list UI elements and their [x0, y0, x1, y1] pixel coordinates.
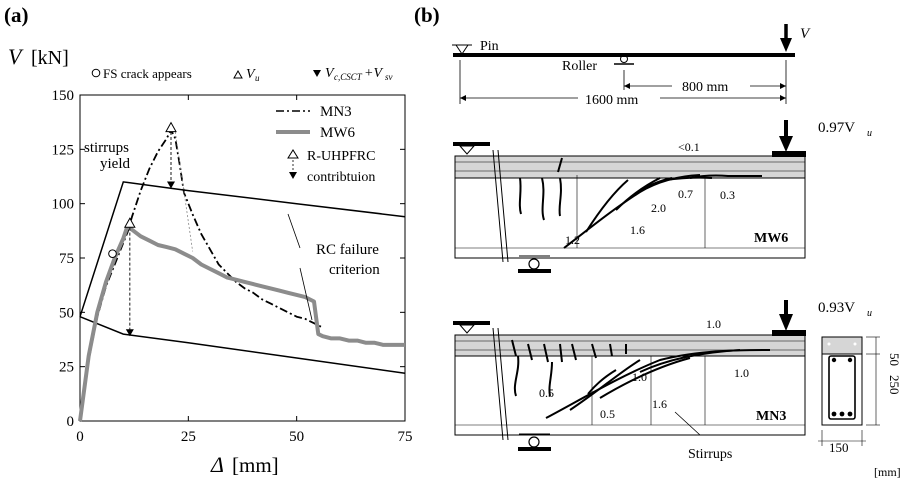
mw6-crack-label-6: 1.2	[565, 233, 580, 247]
mn3-beam-name: MN3	[756, 409, 786, 424]
y-tick-label: 150	[52, 88, 75, 104]
mn3-crack-label-3: 1.0	[734, 366, 749, 380]
mw6-cut-mark	[492, 149, 509, 263]
fs-crack-legend-marker	[91, 68, 101, 78]
mw6-load-sub: u	[867, 128, 872, 139]
uhpfrc-legend-tri-up	[287, 149, 299, 159]
mw6-roller-icon	[528, 258, 540, 270]
mw6-crack-label-5: 1.6	[630, 223, 645, 237]
mw6-cracks	[518, 157, 762, 249]
load-v-label: V	[800, 26, 811, 42]
y-tick-label: 50	[59, 305, 74, 321]
stirrups-yield-label-1: stirrups	[84, 140, 129, 156]
mw6-crack-label-4: 2.0	[651, 201, 666, 215]
y-tick-label: 0	[67, 414, 75, 430]
y-tick-label: 125	[52, 142, 75, 158]
vcsct-marker	[167, 181, 175, 189]
panel-a-label: (a)	[4, 3, 29, 27]
mw6-pin-icon	[458, 145, 476, 155]
mw6-crack-label-2: 0.7	[678, 187, 693, 201]
mn3-legend-label: MN3	[320, 104, 352, 120]
vu-marker	[123, 217, 136, 228]
link-dotted	[174, 131, 194, 252]
beam-schematic: Pin Roller V 800 mm 1600 mm	[452, 24, 811, 108]
series-mw6	[78, 223, 405, 422]
mw6-crack-label-3: 0.3	[720, 188, 735, 202]
rc-failure-leader-lower	[299, 267, 313, 321]
mn3-load-label: 0.93V	[818, 300, 855, 316]
mw6-beam-name: MW6	[754, 231, 788, 246]
vcsct-legend-label: V	[325, 66, 335, 81]
stirrups-yield-label-2: yield	[100, 156, 130, 172]
y-tick-label: 100	[52, 197, 75, 213]
series-mn3	[79, 128, 324, 422]
uhpfrc-legend-label-1: R-UHPFRC	[307, 149, 375, 164]
x-tick-label: 25	[181, 429, 196, 445]
mw6-legend-label: MW6	[320, 125, 355, 141]
mn3-crack-label-5: 1.6	[652, 397, 667, 411]
unit-label: [mm]	[874, 465, 901, 479]
vsv-legend-sub: sv	[385, 72, 393, 82]
vu-legend-sub: u	[255, 73, 260, 83]
dim-50-label: 50	[887, 353, 902, 366]
mn3-crack-label-2: 1.0	[632, 370, 647, 384]
y-axis-title-unit: [kN]	[31, 47, 69, 69]
mn3-load-sub: u	[867, 308, 872, 319]
dim-1600-label: 1600 mm	[585, 93, 638, 108]
roller-support-icon	[620, 55, 628, 63]
vcsct-legend-marker	[313, 70, 321, 77]
x-tick-label: 0	[76, 429, 84, 445]
panel-b-label: (b)	[414, 3, 440, 27]
uhpfrc-legend-tri-down	[289, 172, 297, 179]
mn3-cracks	[511, 339, 771, 419]
stirrups-label: Stirrups	[688, 447, 732, 462]
dim-150-label: 150	[829, 440, 849, 455]
vu-marker	[165, 121, 177, 133]
dim-250-label: 250	[887, 375, 902, 395]
vcsct-marker	[125, 329, 134, 337]
x-axis-title-unit: [mm]	[232, 453, 279, 477]
mn3-crack-label-4: 0.5	[539, 386, 554, 400]
mw6-beam: 0.97V u <0.1 0.7 0.3 2.0 1.6 1.2 MW6	[453, 120, 872, 273]
cross-section: 50 250 150	[818, 336, 902, 455]
rc-failure-curve	[79, 316, 406, 374]
fs-crack-legend-label: FS crack appears	[103, 66, 192, 81]
pin-support-icon	[455, 44, 469, 55]
pin-label: Pin	[480, 39, 499, 54]
mn3-crack-label-6: 0.5	[600, 407, 615, 421]
mw6-crack-label-1: <0.1	[678, 140, 700, 154]
rc-failure-leader-upper	[287, 213, 301, 249]
vu-legend-label: V	[246, 67, 256, 82]
stirrups-yield-curve	[79, 181, 406, 317]
x-tick-label: 75	[398, 429, 413, 445]
stirrup-outline	[828, 355, 856, 420]
axis-ticks: 0 25 50 75 100 125 150 0 25 50 75	[52, 88, 413, 445]
y-tick-label: 75	[59, 251, 74, 267]
vcsct-legend-sub: c,CSCT	[334, 72, 363, 82]
mn3-crack-label-1: 1.0	[706, 317, 721, 331]
mn3-beam: 0.93V u 1.0 1.0 1.0 0.5 1.6 0.5 MN3 Stir…	[453, 300, 872, 462]
x-axis-title-symbol: Δ	[210, 452, 224, 477]
rc-failure-label-2: criterion	[329, 262, 380, 278]
roller-label: Roller	[562, 59, 597, 74]
uhpfrc-legend-label-2: contribtuion	[307, 170, 375, 185]
chart-lines	[78, 121, 406, 422]
vsv-legend-label: +V	[364, 66, 383, 81]
load-arrow-head	[780, 38, 792, 52]
rc-failure-label-1: RC failure	[316, 242, 379, 258]
vu-legend-marker	[233, 69, 243, 79]
x-tick-label: 50	[289, 429, 304, 445]
y-tick-label: 25	[59, 360, 74, 376]
y-axis-title-symbol: V	[8, 44, 24, 69]
mw6-load-label: 0.97V	[818, 120, 855, 136]
fs-crack-marker	[108, 249, 117, 258]
dim-800-label: 800 mm	[682, 80, 728, 95]
